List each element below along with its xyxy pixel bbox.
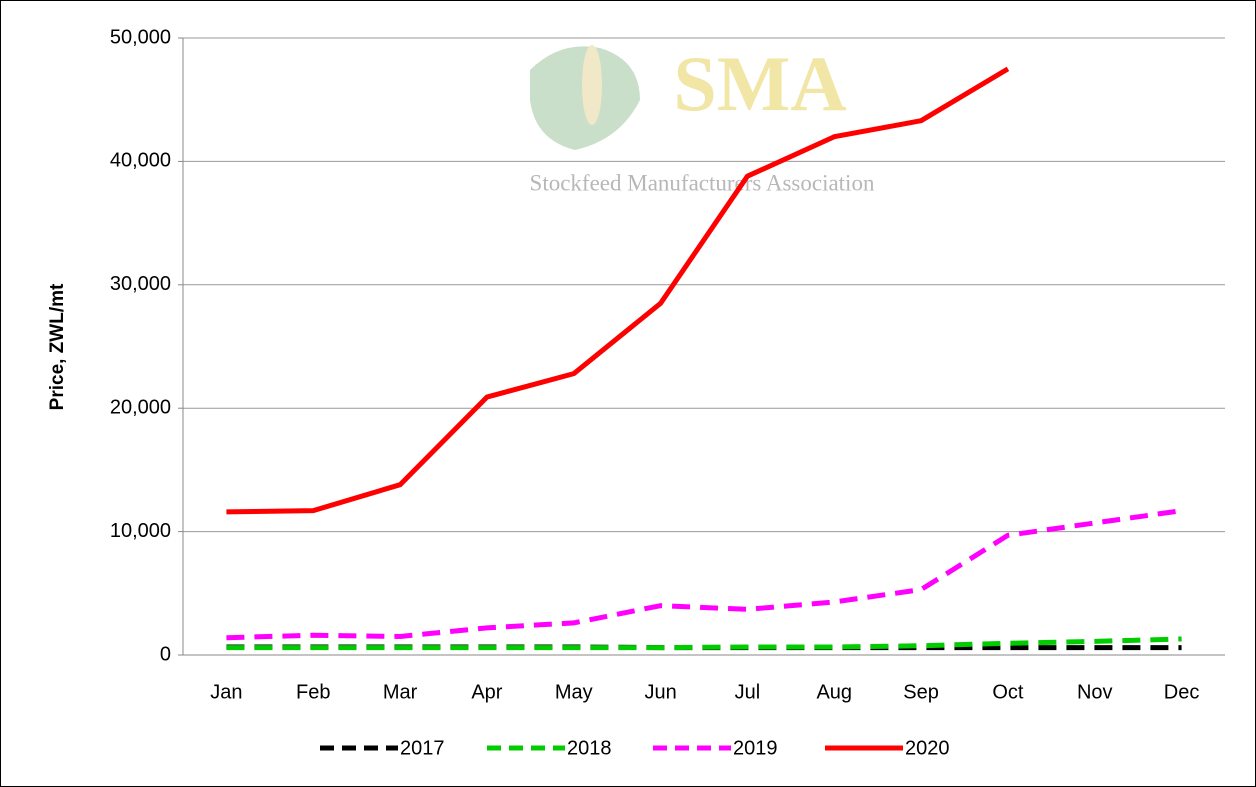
x-tick-label: Dec xyxy=(1164,681,1200,703)
series-line xyxy=(226,66,1010,515)
x-tick-label: Aug xyxy=(816,681,852,703)
y-tick-label: 40,000 xyxy=(110,150,171,172)
watermark-logo: SMA xyxy=(673,40,846,127)
series-line xyxy=(226,508,1182,641)
x-tick-label: Nov xyxy=(1077,681,1113,703)
logo-map xyxy=(530,46,640,150)
x-tick-label: Sep xyxy=(903,681,939,703)
watermark: SMA Stockfeed Manufacturers Association xyxy=(530,40,875,195)
series-line xyxy=(226,636,1182,651)
watermark-text: Stockfeed Manufacturers Association xyxy=(530,170,875,195)
x-tick-label: Mar xyxy=(383,681,418,703)
legend-label: 2018 xyxy=(567,737,612,759)
x-tick-label: Feb xyxy=(296,681,330,703)
x-tick-label: May xyxy=(555,681,593,703)
y-axis-label: Price, ZWL/mt xyxy=(47,283,68,410)
x-tick-label: Jun xyxy=(644,681,676,703)
logo-corn xyxy=(582,45,602,125)
x-tick-label: Apr xyxy=(471,681,502,703)
y-tick-label: 10,000 xyxy=(110,520,171,542)
y-tick-label: 50,000 xyxy=(110,26,171,48)
y-tick-label: 30,000 xyxy=(110,273,171,295)
legend-label: 2020 xyxy=(905,737,950,759)
x-tick-label: Oct xyxy=(992,681,1024,703)
legend-label: 2017 xyxy=(400,737,445,759)
legend-label: 2019 xyxy=(733,737,778,759)
y-tick-label: 0 xyxy=(160,643,171,665)
x-tick-label: Jul xyxy=(735,681,761,703)
y-tick-label: 20,000 xyxy=(110,396,171,418)
x-tick-label: Jan xyxy=(210,681,242,703)
